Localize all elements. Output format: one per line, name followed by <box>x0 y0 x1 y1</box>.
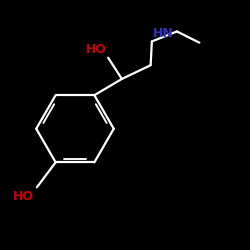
Text: HO: HO <box>86 44 107 57</box>
Text: HN: HN <box>153 27 174 40</box>
Text: HO: HO <box>13 190 34 203</box>
